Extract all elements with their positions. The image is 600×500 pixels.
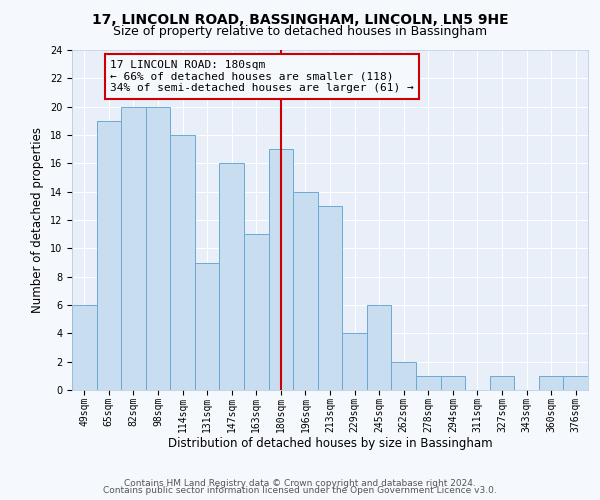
Bar — [244, 234, 269, 390]
Y-axis label: Number of detached properties: Number of detached properties — [31, 127, 44, 313]
Text: Contains HM Land Registry data © Crown copyright and database right 2024.: Contains HM Land Registry data © Crown c… — [124, 478, 476, 488]
Bar — [490, 376, 514, 390]
Bar — [539, 376, 563, 390]
X-axis label: Distribution of detached houses by size in Bassingham: Distribution of detached houses by size … — [167, 437, 493, 450]
Bar — [416, 376, 440, 390]
Text: Size of property relative to detached houses in Bassingham: Size of property relative to detached ho… — [113, 25, 487, 38]
Bar — [391, 362, 416, 390]
Bar — [269, 149, 293, 390]
Bar — [440, 376, 465, 390]
Bar — [293, 192, 318, 390]
Bar — [170, 135, 195, 390]
Text: Contains public sector information licensed under the Open Government Licence v3: Contains public sector information licen… — [103, 486, 497, 495]
Bar — [72, 305, 97, 390]
Bar — [195, 262, 220, 390]
Bar — [146, 106, 170, 390]
Bar — [97, 121, 121, 390]
Bar — [121, 106, 146, 390]
Bar — [367, 305, 391, 390]
Bar — [318, 206, 342, 390]
Text: 17, LINCOLN ROAD, BASSINGHAM, LINCOLN, LN5 9HE: 17, LINCOLN ROAD, BASSINGHAM, LINCOLN, L… — [92, 12, 508, 26]
Text: 17 LINCOLN ROAD: 180sqm
← 66% of detached houses are smaller (118)
34% of semi-d: 17 LINCOLN ROAD: 180sqm ← 66% of detache… — [110, 60, 414, 93]
Bar — [563, 376, 588, 390]
Bar — [220, 164, 244, 390]
Bar — [342, 334, 367, 390]
